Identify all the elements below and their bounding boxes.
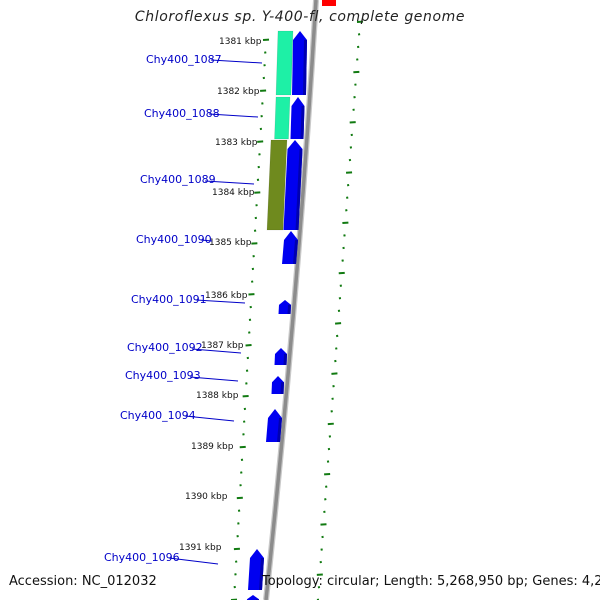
kbp-tick-label: 1381 kbp <box>219 37 262 47</box>
gene-label[interactable]: Chy400_1096 <box>104 551 180 564</box>
gene-label[interactable]: Chy400_1092 <box>127 341 203 354</box>
accession-text: Accession: NC_012032 <box>9 574 157 589</box>
gene-arrow-1088-shade <box>300 106 305 139</box>
gene-label[interactable]: Chy400_1087 <box>146 53 222 66</box>
dot-tracks <box>230 20 364 600</box>
kbp-tick-label: 1390 kbp <box>185 492 228 502</box>
gene-arrow-1096-shade <box>259 558 264 590</box>
kbp-tick-label: 1385 kbp <box>209 238 252 248</box>
gene-leader-line <box>189 376 239 382</box>
kbp-tick-label: 1387 kbp <box>201 341 244 351</box>
gene-leader-line <box>168 557 219 565</box>
gene-leader-line <box>204 180 255 185</box>
feature-blocks <box>266 0 336 231</box>
gene-label[interactable]: Chy400_1091 <box>131 293 207 306</box>
gene-arrows <box>246 31 307 600</box>
kbp-tick-label: 1386 kbp <box>205 291 248 301</box>
red-feature-block <box>322 0 336 6</box>
genome-title: Chloroflexus sp. Y-400-fl, complete geno… <box>134 9 466 25</box>
gene-arrow-1090-shade <box>293 240 298 264</box>
backbone <box>263 0 319 600</box>
gene-leader-line <box>208 113 259 118</box>
gene-arrow-1094-shade <box>277 418 282 442</box>
gene-labels[interactable]: Chy400_1087 Chy400_1088 Chy400_1089 Chy400_… <box>104 53 263 565</box>
kbp-tick-label: 1391 kbp <box>179 543 222 553</box>
gene-arrow-1087-shade <box>303 40 307 95</box>
gene-arrow-1087 <box>292 31 307 95</box>
cyan-feature-block <box>274 96 291 140</box>
gene-label[interactable]: Chy400_1093 <box>125 369 201 382</box>
kbp-tick-label: 1389 kbp <box>191 442 234 452</box>
gene-arrow-1097 <box>246 595 259 600</box>
olive-feature-block <box>266 139 288 231</box>
gene-label[interactable]: Chy400_1089 <box>140 173 216 186</box>
gene-leader-line <box>184 415 235 422</box>
gene-label[interactable]: Chy400_1088 <box>144 107 220 120</box>
gene-arrow-1091-shade <box>287 304 291 314</box>
kbp-tick-label: 1383 kbp <box>215 138 258 148</box>
kbp-ticks: 1381 kbp 1382 kbp 1383 kbp 1384 kbp 1385 kbp… <box>179 37 262 553</box>
gene-label[interactable]: Chy400_1094 <box>120 409 196 422</box>
gene-label[interactable]: Chy400_1090 <box>136 233 212 246</box>
cyan-feature-block <box>275 30 294 96</box>
gene-leader-line <box>191 348 242 354</box>
backbone-line <box>264 0 318 600</box>
genome-summary-text: Topology: circular; Length: 5,268,950 bp… <box>262 574 600 589</box>
gene-arrow-1089-shade <box>295 149 303 230</box>
gene-leader-line <box>200 239 213 242</box>
kbp-tick-label: 1388 kbp <box>196 391 239 401</box>
kbp-tick-label: 1382 kbp <box>217 87 260 97</box>
gene-arrow-1093-shade <box>280 382 284 394</box>
gene-arrow-1092-shade <box>283 353 287 365</box>
kbp-tick-label: 1384 kbp <box>212 188 255 198</box>
gene-leader-line <box>210 59 263 64</box>
gene-leader-line <box>195 299 246 304</box>
